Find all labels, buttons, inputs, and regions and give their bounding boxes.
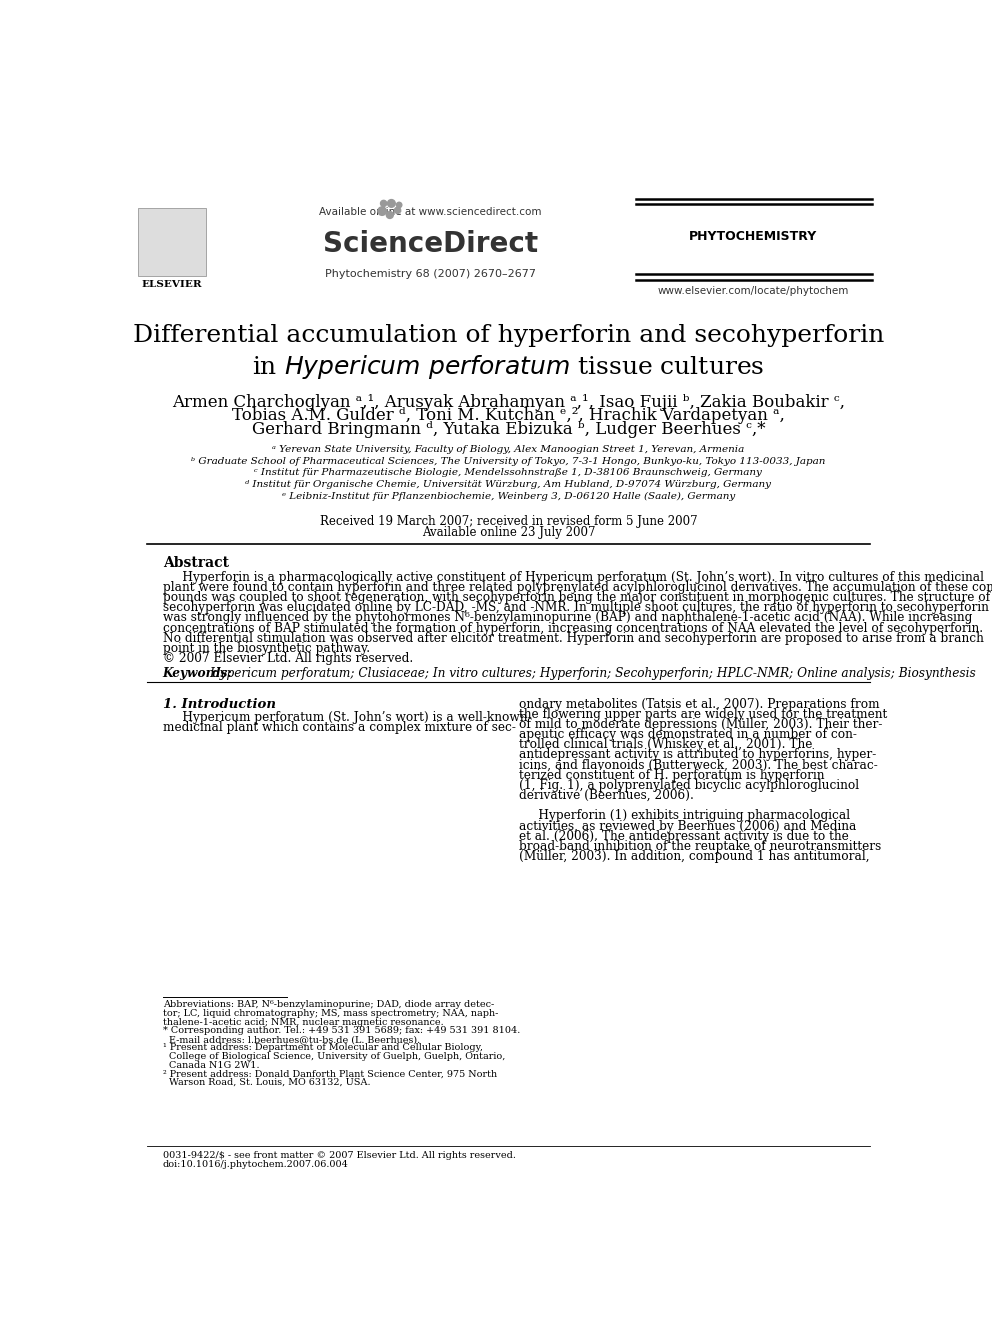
Circle shape [388, 200, 395, 208]
FancyBboxPatch shape [138, 208, 206, 275]
Text: of mild to moderate depressions (Müller, 2003). Their ther-: of mild to moderate depressions (Müller,… [519, 718, 883, 730]
Text: plant were found to contain hyperforin and three related polyprenylated acylphlo: plant were found to contain hyperforin a… [163, 581, 992, 594]
Text: (1, Fig. 1), a polyprenylated bicyclic acylphloroglucinol: (1, Fig. 1), a polyprenylated bicyclic a… [519, 779, 859, 792]
Circle shape [395, 208, 401, 213]
Circle shape [386, 212, 393, 218]
Text: point in the biosynthetic pathway.: point in the biosynthetic pathway. [163, 642, 370, 655]
Text: 0031-9422/$ - see front matter © 2007 Elsevier Ltd. All rights reserved.: 0031-9422/$ - see front matter © 2007 El… [163, 1151, 516, 1160]
Text: Abstract: Abstract [163, 556, 229, 570]
Text: ELSEVIER: ELSEVIER [142, 280, 202, 290]
Text: Hyperforin is a pharmacologically active constituent of Hypericum perforatum (St: Hyperforin is a pharmacologically active… [163, 570, 984, 583]
Text: doi:10.1016/j.phytochem.2007.06.004: doi:10.1016/j.phytochem.2007.06.004 [163, 1160, 348, 1168]
Text: © 2007 Elsevier Ltd. All rights reserved.: © 2007 Elsevier Ltd. All rights reserved… [163, 652, 413, 665]
Text: Keywords:: Keywords: [163, 667, 241, 680]
Circle shape [397, 202, 402, 208]
Text: in $\it{Hypericum\ perforatum}$ tissue cultures: in $\it{Hypericum\ perforatum}$ tissue c… [252, 353, 765, 381]
Text: ᶜ Institut für Pharmazeutische Biologie, Mendelssohnstraße 1, D-38106 Braunschwe: ᶜ Institut für Pharmazeutische Biologie,… [255, 468, 762, 478]
Text: ᵈ Institut für Organische Chemie, Universität Würzburg, Am Hubland, D-97074 Würz: ᵈ Institut für Organische Chemie, Univer… [245, 480, 772, 490]
Text: Hypericum perforatum; Clusiaceae; In vitro cultures; Hyperforin; Secohyperforin;: Hypericum perforatum; Clusiaceae; In vit… [209, 667, 976, 680]
Text: terized constituent of H. perforatum is hyperforin: terized constituent of H. perforatum is … [519, 769, 824, 782]
Text: * Corresponding author. Tel.: +49 531 391 5689; fax: +49 531 391 8104.: * Corresponding author. Tel.: +49 531 39… [163, 1027, 520, 1035]
Circle shape [381, 200, 387, 206]
Text: antidepressant activity is attributed to hyperforins, hyper-: antidepressant activity is attributed to… [519, 749, 877, 762]
Text: Phytochemistry 68 (2007) 2670–2677: Phytochemistry 68 (2007) 2670–2677 [324, 269, 536, 279]
Text: the flowering upper parts are widely used for the treatment: the flowering upper parts are widely use… [519, 708, 888, 721]
Text: thalene-1-acetic acid; NMR, nuclear magnetic resonance.: thalene-1-acetic acid; NMR, nuclear magn… [163, 1017, 443, 1027]
Text: medicinal plant which contains a complex mixture of sec-: medicinal plant which contains a complex… [163, 721, 516, 734]
Text: Hypericum perforatum (St. John’s wort) is a well-known: Hypericum perforatum (St. John’s wort) i… [163, 710, 528, 724]
Text: Abbreviations: BAP, N⁶-benzylaminopurine; DAD, diode array detec-: Abbreviations: BAP, N⁶-benzylaminopurine… [163, 1000, 494, 1009]
Text: tor; LC, liquid chromatography; MS, mass spectrometry; NAA, naph-: tor; LC, liquid chromatography; MS, mass… [163, 1009, 498, 1017]
Text: ᵇ Graduate School of Pharmaceutical Sciences, The University of Tokyo, 7-3-1 Hon: ᵇ Graduate School of Pharmaceutical Scie… [191, 456, 825, 466]
Text: (Müller, 2003). In addition, compound 1 has antitumoral,: (Müller, 2003). In addition, compound 1 … [519, 851, 870, 863]
Text: Canada N1G 2W1.: Canada N1G 2W1. [163, 1061, 259, 1070]
Text: www.elsevier.com/locate/phytochem: www.elsevier.com/locate/phytochem [658, 286, 849, 296]
Text: concentrations of BAP stimulated the formation of hyperforin, increasing concent: concentrations of BAP stimulated the for… [163, 622, 983, 635]
Text: Armen Charchoglyan ᵃ,¹, Arusyak Abrahamyan ᵃ,¹, Isao Fujii ᵇ, Zakia Boubakir ᶜ,: Armen Charchoglyan ᵃ,¹, Arusyak Abrahamy… [172, 394, 845, 410]
Text: ScienceDirect: ScienceDirect [322, 230, 538, 258]
Text: Received 19 March 2007; received in revised form 5 June 2007: Received 19 March 2007; received in revi… [319, 515, 697, 528]
Text: ᵃ Yerevan State University, Faculty of Biology, Alex Manoogian Street 1, Yerevan: ᵃ Yerevan State University, Faculty of B… [272, 446, 745, 454]
Text: PHYTOCHEMISTRY: PHYTOCHEMISTRY [689, 230, 817, 243]
Text: secohyperforin was elucidated online by LC-DAD, -MS, and -NMR. In multiple shoot: secohyperforin was elucidated online by … [163, 601, 989, 614]
Text: apeutic efficacy was demonstrated in a number of con-: apeutic efficacy was demonstrated in a n… [519, 728, 857, 741]
Text: derivative (Beerhues, 2006).: derivative (Beerhues, 2006). [519, 789, 694, 802]
Text: Available online at www.sciencedirect.com: Available online at www.sciencedirect.co… [318, 208, 542, 217]
Text: Tobias A.M. Gulder ᵈ, Toni M. Kutchan ᵉ,², Hrachik Vardapetyan ᵃ,: Tobias A.M. Gulder ᵈ, Toni M. Kutchan ᵉ,… [232, 407, 785, 425]
Circle shape [378, 206, 386, 216]
Text: ᵉ Leibniz-Institut für Pflanzenbiochemie, Weinberg 3, D-06120 Halle (Saale), Ger: ᵉ Leibniz-Institut für Pflanzenbiochemie… [282, 491, 735, 500]
Text: activities, as reviewed by Beerhues (2006) and Medina: activities, as reviewed by Beerhues (200… [519, 819, 857, 832]
Text: was strongly influenced by the phytohormones N⁶-benzylaminopurine (BAP) and naph: was strongly influenced by the phytohorm… [163, 611, 972, 624]
Text: icins, and flavonoids (Butterweck, 2003). The best charac-: icins, and flavonoids (Butterweck, 2003)… [519, 758, 878, 771]
Text: E-mail address: l.beerhues@tu-bs.de (L. Beerhues).: E-mail address: l.beerhues@tu-bs.de (L. … [163, 1035, 420, 1044]
Text: broad-band inhibition of the reuptake of neurotransmitters: broad-band inhibition of the reuptake of… [519, 840, 882, 853]
Text: Gerhard Bringmann ᵈ, Yutaka Ebizuka ᵇ, Ludger Beerhues ᶜ,*: Gerhard Bringmann ᵈ, Yutaka Ebizuka ᵇ, L… [252, 421, 765, 438]
Text: 1. Introduction: 1. Introduction [163, 697, 276, 710]
Text: ondary metabolites (Tatsis et al., 2007). Preparations from: ondary metabolites (Tatsis et al., 2007)… [519, 697, 880, 710]
Text: et al. (2006). The antidepressant activity is due to the: et al. (2006). The antidepressant activi… [519, 830, 849, 843]
Text: Warson Road, St. Louis, MO 63132, USA.: Warson Road, St. Louis, MO 63132, USA. [163, 1078, 370, 1088]
Text: ¹ Present address: Department of Molecular and Cellular Biology,: ¹ Present address: Department of Molecul… [163, 1044, 483, 1053]
Text: Available online 23 July 2007: Available online 23 July 2007 [422, 527, 595, 538]
Text: Hyperforin (1) exhibits intriguing pharmacological: Hyperforin (1) exhibits intriguing pharm… [519, 810, 850, 823]
Text: pounds was coupled to shoot regeneration, with secohyperforin being the major co: pounds was coupled to shoot regeneration… [163, 591, 990, 605]
Text: Differential accumulation of hyperforin and secohyperforin: Differential accumulation of hyperforin … [133, 324, 884, 348]
Text: College of Biological Science, University of Guelph, Guelph, Ontario,: College of Biological Science, Universit… [163, 1052, 505, 1061]
Text: trolled clinical trials (Whiskey et al., 2001). The: trolled clinical trials (Whiskey et al.,… [519, 738, 812, 751]
Text: No differential stimulation was observed after elicitor treatment. Hyperforin an: No differential stimulation was observed… [163, 631, 984, 644]
Text: ² Present address: Donald Danforth Plant Science Center, 975 North: ² Present address: Donald Danforth Plant… [163, 1069, 497, 1078]
